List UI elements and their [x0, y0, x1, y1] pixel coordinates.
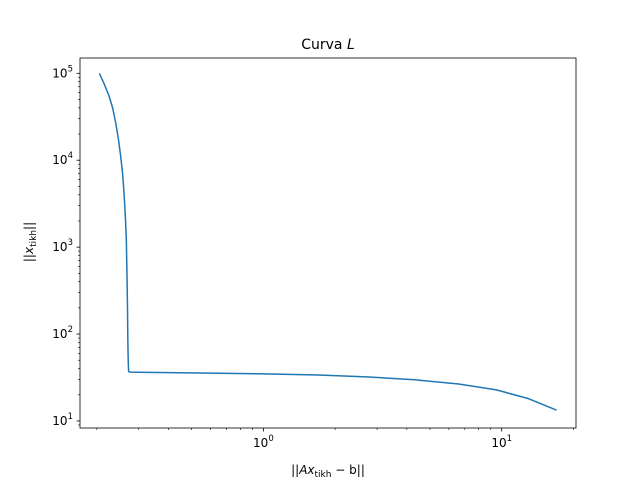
y-tick-label: 105 — [52, 64, 73, 80]
x-tick-label: 101 — [491, 434, 512, 450]
plot-frame — [79, 57, 577, 429]
x-axis-label: ||Axtikh − b|| — [291, 463, 365, 480]
series-line-0 — [98, 72, 557, 411]
plot-area: 100 101 101 102 103 104 105 — [52, 57, 577, 450]
y-tick-label: 101 — [52, 412, 73, 428]
y-tick-label: 102 — [52, 325, 73, 341]
y-axis-label: ||xtikh|| — [22, 222, 39, 262]
chart-title: Curva L — [301, 37, 355, 53]
x-tick-label: 100 — [253, 434, 274, 450]
y-tick-label: 104 — [52, 151, 73, 167]
y-tick-label: 103 — [52, 238, 73, 254]
